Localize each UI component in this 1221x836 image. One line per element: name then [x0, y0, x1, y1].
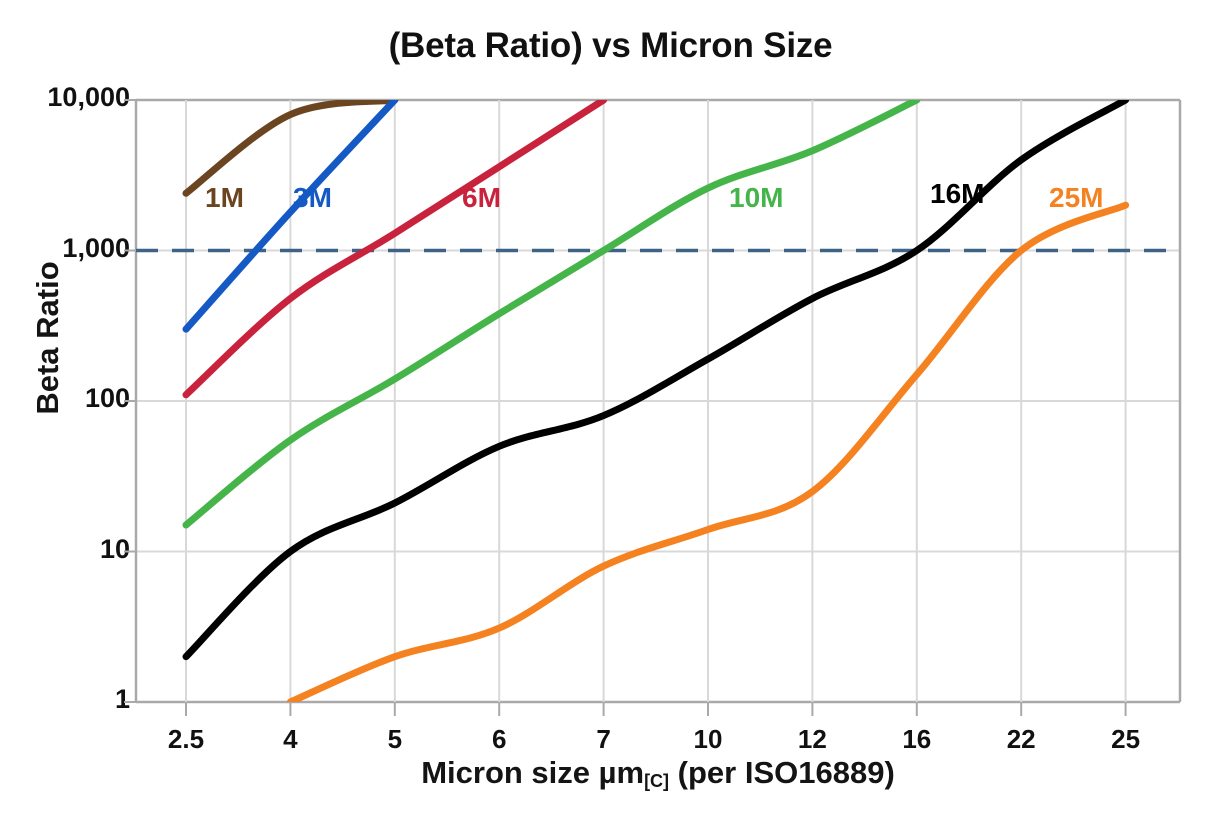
- series-label-3m: 3M: [293, 182, 332, 213]
- x-axis-tick-10: 10: [693, 724, 723, 754]
- x-axis-tick-12: 12: [797, 724, 827, 754]
- chart-title: (Beta Ratio) vs Micron Size: [388, 26, 833, 65]
- x-axis-title-subscript: [C]: [644, 771, 670, 791]
- x-axis-tick-6: 6: [491, 724, 507, 754]
- x-axis-tick-16: 16: [902, 724, 932, 754]
- x-axis-tick-5: 5: [387, 724, 403, 754]
- y-axis-tick-10: 10: [99, 533, 130, 564]
- series-line-10m: [182, 100, 921, 529]
- series-lines: [182, 100, 1130, 702]
- series-line-6m: [182, 100, 608, 399]
- x-axis-title-tail: (per ISO16889): [669, 755, 895, 790]
- series-label-16m: 16M: [930, 178, 985, 209]
- series-label-6m: 6M: [462, 182, 501, 213]
- x-axis-title: Micron size µm[C] (per ISO16889): [136, 755, 1180, 792]
- y-axis-tick-10000: 10,000: [47, 82, 130, 112]
- series-line-25m: [286, 201, 1130, 702]
- x-axis-tick-22: 22: [1006, 724, 1036, 754]
- gridlines: [136, 98, 1180, 704]
- axis-tickmarks: [124, 99, 1127, 716]
- series-line-3m: [182, 100, 399, 333]
- x-axis-tick-25: 25: [1111, 724, 1141, 754]
- x-axis-tick-7: 7: [596, 724, 611, 754]
- series-label-25m: 25M: [1049, 182, 1104, 213]
- y-axis-tick-1000: 1,000: [62, 232, 130, 263]
- y-axis-tick-labels: 1 10 100 1,000 10,000: [0, 0, 130, 836]
- x-axis-tick-4: 4: [283, 724, 298, 754]
- x-axis-tick-2-5: 2.5: [167, 724, 205, 754]
- series-label-1m: 1M: [205, 182, 244, 213]
- y-axis-tick-100: 100: [84, 383, 130, 413]
- series-line-1m: [182, 100, 399, 197]
- series-label-10m: 10M: [729, 182, 784, 213]
- y-axis-tick-1: 1: [114, 684, 130, 714]
- x-axis-title-main: Micron size µm: [421, 755, 645, 790]
- series-line-16m: [182, 100, 1130, 661]
